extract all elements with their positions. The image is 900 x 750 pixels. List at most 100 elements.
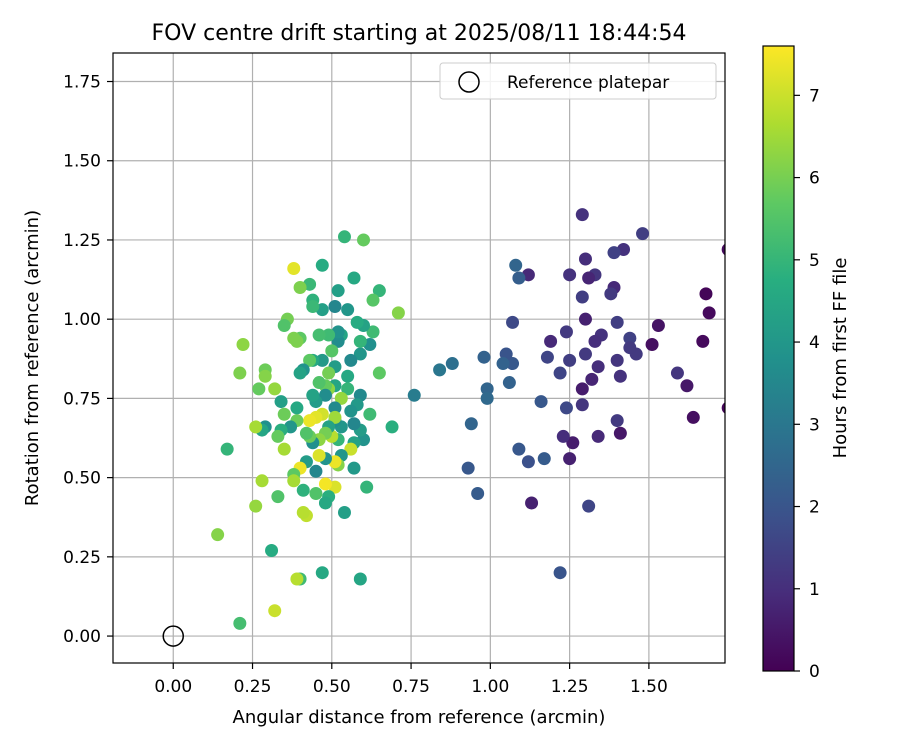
data-point xyxy=(290,572,304,586)
data-point xyxy=(331,284,345,298)
data-point xyxy=(357,233,371,247)
data-point xyxy=(249,420,263,434)
data-point xyxy=(502,376,516,390)
data-point xyxy=(366,293,380,307)
data-point xyxy=(347,461,361,475)
data-point xyxy=(350,315,364,329)
data-point xyxy=(588,334,602,348)
data-point xyxy=(277,442,291,456)
data-point xyxy=(360,480,374,494)
data-point xyxy=(353,572,367,586)
data-point xyxy=(303,353,317,367)
data-point xyxy=(290,401,304,415)
data-point xyxy=(591,360,605,374)
data-point xyxy=(721,243,725,256)
data-point xyxy=(563,452,577,466)
data-point xyxy=(534,395,548,409)
data-point xyxy=(366,325,380,339)
colorbar-tick-label: 2 xyxy=(809,498,820,518)
data-point xyxy=(610,414,624,428)
data-point xyxy=(680,379,694,393)
data-point xyxy=(613,426,627,440)
data-point xyxy=(607,246,621,260)
colorbar-ticks: 0 1 2 3 4 5 6 7 xyxy=(794,86,820,682)
data-point xyxy=(363,407,377,421)
data-point xyxy=(271,490,285,504)
y-tick-label: 0.25 xyxy=(63,548,101,568)
x-axis-ticks: 0.00 0.25 0.50 0.75 1.00 1.25 1.50 xyxy=(154,663,668,697)
data-point xyxy=(575,208,589,222)
data-point xyxy=(563,353,577,367)
data-point xyxy=(512,271,526,285)
data-point xyxy=(645,338,659,352)
colorbar-tick-label: 1 xyxy=(809,580,820,600)
x-tick-label: 1.00 xyxy=(471,677,509,697)
data-point xyxy=(211,528,225,542)
data-point xyxy=(312,376,326,390)
data-point xyxy=(309,464,323,478)
data-point xyxy=(506,357,520,371)
data-point xyxy=(464,417,478,431)
y-tick-label: 1.25 xyxy=(63,231,101,251)
data-point xyxy=(385,420,399,434)
data-point xyxy=(277,319,291,333)
data-point xyxy=(344,404,358,418)
data-point xyxy=(553,366,567,380)
data-point xyxy=(309,486,323,500)
data-point xyxy=(613,369,627,383)
data-point xyxy=(331,334,345,348)
data-point xyxy=(575,382,589,396)
data-point xyxy=(686,410,700,424)
data-point xyxy=(582,499,596,513)
data-point xyxy=(575,290,589,304)
data-point xyxy=(233,616,247,630)
data-point xyxy=(258,369,272,383)
data-point xyxy=(496,357,510,371)
y-tick-label: 1.00 xyxy=(63,310,101,330)
data-point xyxy=(255,474,269,488)
y-tick-label: 0.00 xyxy=(63,627,101,647)
data-point xyxy=(544,334,558,348)
data-point xyxy=(559,401,573,415)
data-point xyxy=(721,402,725,414)
data-point xyxy=(318,388,332,402)
data-point xyxy=(328,401,342,415)
data-point xyxy=(287,261,301,275)
data-points xyxy=(211,208,725,630)
legend-label: Reference platepar xyxy=(507,73,669,93)
x-tick-label: 0.50 xyxy=(313,677,351,697)
data-point xyxy=(233,366,247,380)
data-point xyxy=(433,363,447,377)
data-point xyxy=(651,319,665,333)
colorbar-gradient xyxy=(762,45,795,672)
data-point xyxy=(563,268,577,282)
colorbar-tick-label: 6 xyxy=(809,169,820,189)
data-point xyxy=(306,300,320,314)
data-point xyxy=(407,388,421,402)
data-point xyxy=(322,366,336,380)
data-point xyxy=(477,350,491,364)
data-point xyxy=(696,334,710,348)
data-point xyxy=(636,227,650,241)
data-point xyxy=(578,312,592,326)
data-point xyxy=(670,366,684,380)
colorbar-tick-label: 3 xyxy=(809,415,820,435)
data-point xyxy=(585,372,599,386)
data-point xyxy=(318,477,332,491)
data-point xyxy=(559,325,573,339)
data-point xyxy=(249,499,263,513)
colorbar-tick-label: 4 xyxy=(809,333,820,353)
data-point xyxy=(521,455,535,469)
colorbar-tick-label: 7 xyxy=(809,86,820,106)
data-point xyxy=(287,331,301,345)
data-point xyxy=(341,382,355,396)
data-point xyxy=(236,338,250,352)
y-tick-label: 1.75 xyxy=(63,73,101,93)
data-point xyxy=(556,429,570,443)
data-point xyxy=(461,461,475,475)
x-tick-label: 0.25 xyxy=(234,677,272,697)
colorbar: 0 1 2 3 4 5 6 7 Hours from first FF file xyxy=(762,45,851,682)
data-point xyxy=(315,566,329,580)
y-tick-label: 1.50 xyxy=(63,152,101,172)
data-point xyxy=(566,436,580,450)
